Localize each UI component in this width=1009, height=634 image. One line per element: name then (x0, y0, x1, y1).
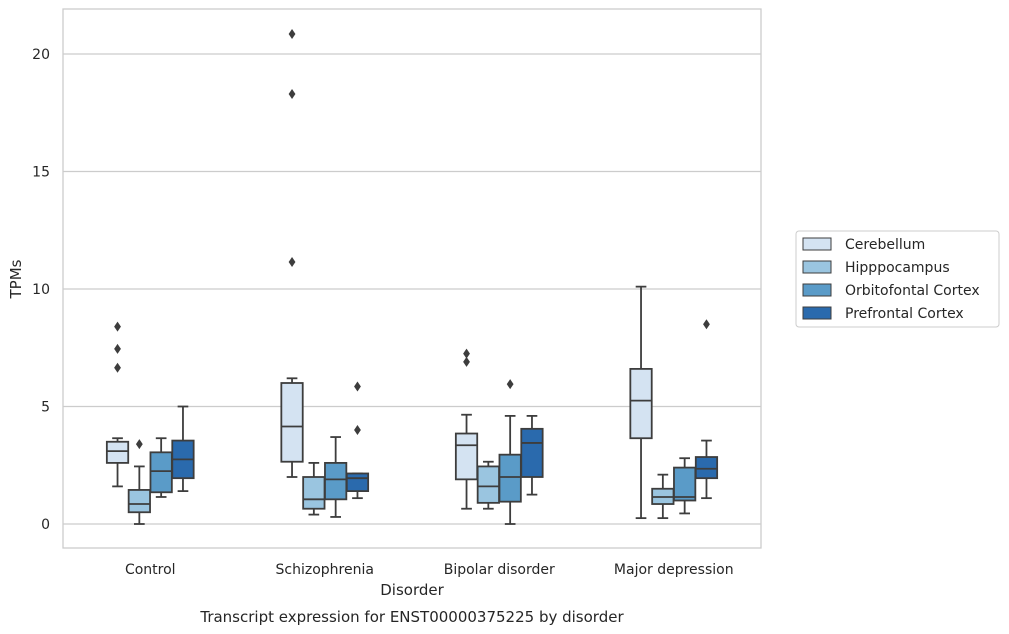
y-tick-label: 5 (41, 400, 50, 416)
outlier-point (463, 348, 470, 359)
outliers (114, 29, 710, 450)
legend-item: Prefrontal Cortex (802, 306, 964, 322)
box (302, 476, 326, 510)
x-tick-label: Control (125, 562, 176, 578)
legend-frame (795, 230, 1000, 328)
box-plot (345, 472, 370, 500)
box (694, 456, 719, 480)
outlier-point (114, 362, 121, 373)
outlier-point (703, 319, 710, 330)
outlier-point (114, 321, 121, 332)
box-plot (498, 414, 522, 525)
legend-label: Orbitofontal Cortex (845, 283, 980, 299)
x-tick-label: Bipolar disorder (444, 562, 555, 578)
outlier-point (354, 425, 361, 435)
legend: Cerebellum Hipppocampus Orbitofontal Corte… (795, 230, 1000, 328)
box-plots (105, 285, 719, 525)
box-plot (171, 405, 195, 493)
box (280, 382, 304, 463)
outlier-point (288, 256, 296, 267)
box-plot (280, 377, 304, 478)
legend-label: Hipppocampus (845, 260, 950, 276)
legend-item: Cerebellum (802, 237, 925, 253)
outlier-point (506, 379, 514, 390)
box-plot (454, 413, 479, 510)
legend-swatch (802, 306, 832, 320)
outlier-point (354, 381, 361, 392)
outlier-point (135, 439, 143, 450)
outlier-point (288, 88, 296, 99)
box (345, 472, 370, 493)
box (520, 427, 544, 478)
box (498, 453, 522, 503)
box-plot (105, 437, 130, 488)
legend-label: Prefrontal Cortex (845, 306, 964, 322)
outlier-point (288, 29, 296, 40)
y-tick-label: 10 (32, 282, 50, 298)
box-plot (629, 285, 653, 520)
box (127, 489, 151, 514)
y-tick-label: 20 (32, 47, 50, 63)
y-tick-label: 0 (41, 517, 50, 533)
box-plot (324, 436, 348, 518)
y-tick-labels: 0 5 10 15 20 (32, 47, 50, 533)
legend-label: Cerebellum (845, 237, 925, 253)
legend-swatch (802, 237, 832, 251)
x-axis-label: Disorder (380, 581, 444, 599)
box (324, 461, 348, 501)
box-plot (127, 465, 151, 525)
box (149, 451, 173, 494)
y-axis-label: TPMs (7, 259, 25, 299)
box-plot (673, 457, 697, 515)
outlier-point (463, 356, 470, 367)
box-plot (694, 439, 719, 500)
box (629, 367, 653, 440)
legend-item: Hipppocampus (802, 260, 950, 276)
box (105, 440, 130, 464)
chart-caption: Transcript expression for ENST0000037522… (199, 608, 624, 626)
outlier-point (114, 343, 121, 354)
x-tick-labels: Control Schizophrenia Bipolar disorder Majo… (125, 562, 734, 578)
legend-swatch (802, 283, 832, 297)
legend-item: Orbitofontal Cortex (802, 283, 980, 299)
plot-frame (62, 8, 762, 549)
box (454, 432, 479, 481)
box-plot (520, 414, 544, 496)
y-tick-label: 15 (32, 165, 50, 181)
box (476, 465, 500, 504)
legend-swatch (802, 260, 832, 274)
box (673, 466, 697, 502)
box-plot (476, 460, 500, 510)
x-tick-label: Schizophrenia (276, 562, 374, 578)
x-tick-label: Major depression (614, 562, 734, 578)
